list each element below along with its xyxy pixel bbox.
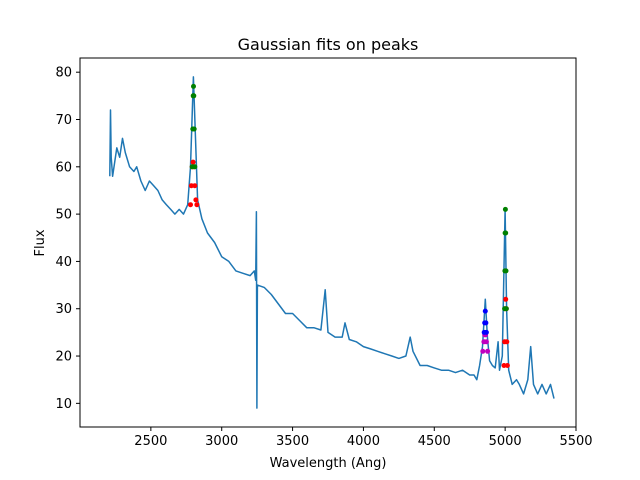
y-tick-label: 60 bbox=[55, 160, 72, 175]
y-tick-label: 30 bbox=[55, 302, 72, 317]
fit-point-red-4-6 bbox=[504, 363, 510, 368]
fit-point-red-0-5 bbox=[192, 183, 198, 189]
fit-point-green-1-6 bbox=[192, 164, 198, 170]
fit-point-blue-3-4 bbox=[483, 329, 489, 335]
x-tick-label: 3500 bbox=[276, 434, 309, 449]
fit-point-red-0-7 bbox=[194, 202, 200, 208]
y-tick-label: 20 bbox=[55, 350, 72, 365]
fit-point-green-1-5 bbox=[191, 126, 197, 132]
x-tick-label: 5500 bbox=[559, 434, 592, 449]
plot-area bbox=[109, 76, 555, 409]
plot-frame bbox=[79, 57, 577, 428]
fit-point-green-5-5 bbox=[503, 268, 509, 274]
spectrum-line bbox=[109, 76, 555, 409]
y-tick-label: 50 bbox=[55, 208, 72, 223]
fit-point-magenta-2-5 bbox=[485, 348, 491, 354]
x-tick-label: 4000 bbox=[347, 434, 380, 449]
y-tick-label: 40 bbox=[55, 255, 72, 270]
fit-point-red-0-6 bbox=[193, 197, 199, 203]
y-axis-ticks: 10 20 30 40 50 60 70 80 bbox=[55, 66, 80, 412]
fit-point-red-0-0 bbox=[188, 202, 193, 208]
y-axis-label: Flux bbox=[33, 229, 48, 256]
fit-point-blue-3-2 bbox=[482, 308, 488, 314]
fit-point-green-5-3 bbox=[502, 206, 508, 212]
x-axis-label: Wavelength (Ang) bbox=[270, 456, 387, 471]
chart-title: Gaussian fits on peaks bbox=[238, 35, 419, 54]
fit-point-green-5-6 bbox=[503, 306, 509, 312]
x-tick-label: 4500 bbox=[418, 434, 451, 449]
fit-point-magenta-2-4 bbox=[483, 339, 489, 345]
y-tick-label: 70 bbox=[55, 113, 72, 128]
fit-point-green-1-3 bbox=[191, 83, 196, 89]
x-tick-label: 2500 bbox=[134, 434, 167, 449]
fit-point-magenta-2-0 bbox=[480, 348, 486, 354]
y-tick-label: 10 bbox=[55, 397, 72, 412]
x-tick-label: 5000 bbox=[489, 434, 522, 449]
fit-point-red-4-5 bbox=[504, 339, 510, 345]
fit-point-blue-3-3 bbox=[483, 320, 489, 326]
x-tick-label: 3000 bbox=[205, 434, 238, 449]
x-axis-ticks: 2500 3000 3500 4000 4500 5000 5500 bbox=[134, 427, 593, 449]
fit-point-red-0-3 bbox=[190, 159, 196, 165]
fit-point-green-1-4 bbox=[191, 93, 197, 99]
fit-point-green-5-4 bbox=[503, 230, 509, 236]
fit-point-red-4-3 bbox=[503, 296, 509, 302]
y-tick-label: 80 bbox=[55, 66, 72, 81]
